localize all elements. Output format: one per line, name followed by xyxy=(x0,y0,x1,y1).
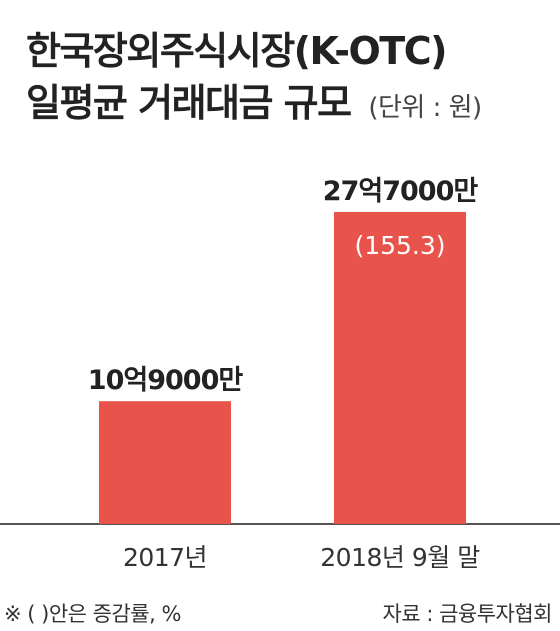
footnote: ※ ( )안은 증감률, % xyxy=(4,602,181,626)
category-label-2: 2018년 9월 말 xyxy=(320,543,480,572)
value-label-2: 27억7000만 xyxy=(323,176,479,207)
bar-1 xyxy=(99,401,231,524)
category-label-1: 2017년 xyxy=(123,543,207,572)
chart-title-line-1: 한국장외주식시장(K-OTC) xyxy=(26,29,447,73)
unit-label: (단위 : 원) xyxy=(368,93,482,123)
value-label-1: 10억9000만 xyxy=(88,365,244,396)
source-note: 자료 : 금융투자협회 xyxy=(382,602,553,626)
chart-title-line-2-text: 일평균 거래대금 규모 xyxy=(26,81,352,125)
chart-title-line-2: 일평균 거래대금 규모 (단위 : 원) xyxy=(26,72,482,127)
growth-label-2: (155.3) xyxy=(354,231,445,260)
bar-2 xyxy=(334,211,466,524)
